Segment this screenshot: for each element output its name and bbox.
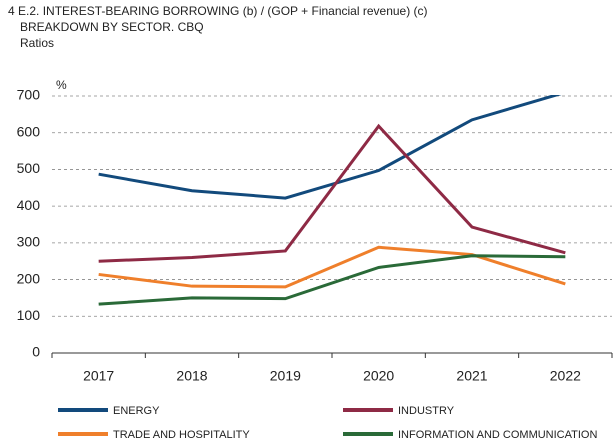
y-axis-label: %: [56, 78, 67, 92]
x-tick-label: 2017: [83, 368, 114, 384]
units-label: Ratios: [20, 36, 54, 50]
y-tick-label: 100: [17, 307, 41, 323]
x-tick-label: 2018: [176, 368, 207, 384]
legend-label: ENERGY: [113, 405, 160, 417]
x-tick-label: 2022: [550, 368, 581, 384]
series-line: [98, 245, 566, 289]
legend-label: TRADE AND HOSPITALITY: [113, 429, 250, 441]
x-tick-label: 2020: [363, 368, 394, 384]
series-line: [98, 95, 562, 200]
chart-title: 4 E.2. INTEREST-BEARING BORROWING (b) / …: [8, 4, 428, 18]
y-tick-label: 700: [17, 87, 41, 103]
series-line: [98, 254, 566, 306]
y-tick-label: 600: [17, 123, 41, 139]
y-tick-label: 500: [17, 160, 41, 176]
legend-label: INFORMATION AND COMMUNICATION: [398, 429, 597, 441]
series-line: [98, 123, 566, 263]
x-tick-label: 2019: [270, 368, 301, 384]
legend-label: INDUSTRY: [398, 405, 455, 417]
y-tick-label: 200: [17, 270, 41, 286]
x-tick-label: 2021: [456, 368, 487, 384]
chart-subtitle: BREAKDOWN BY SECTOR. CBQ: [20, 20, 204, 34]
y-tick-label: 0: [32, 344, 40, 360]
y-tick-label: 300: [17, 234, 41, 250]
y-tick-label: 400: [17, 197, 41, 213]
